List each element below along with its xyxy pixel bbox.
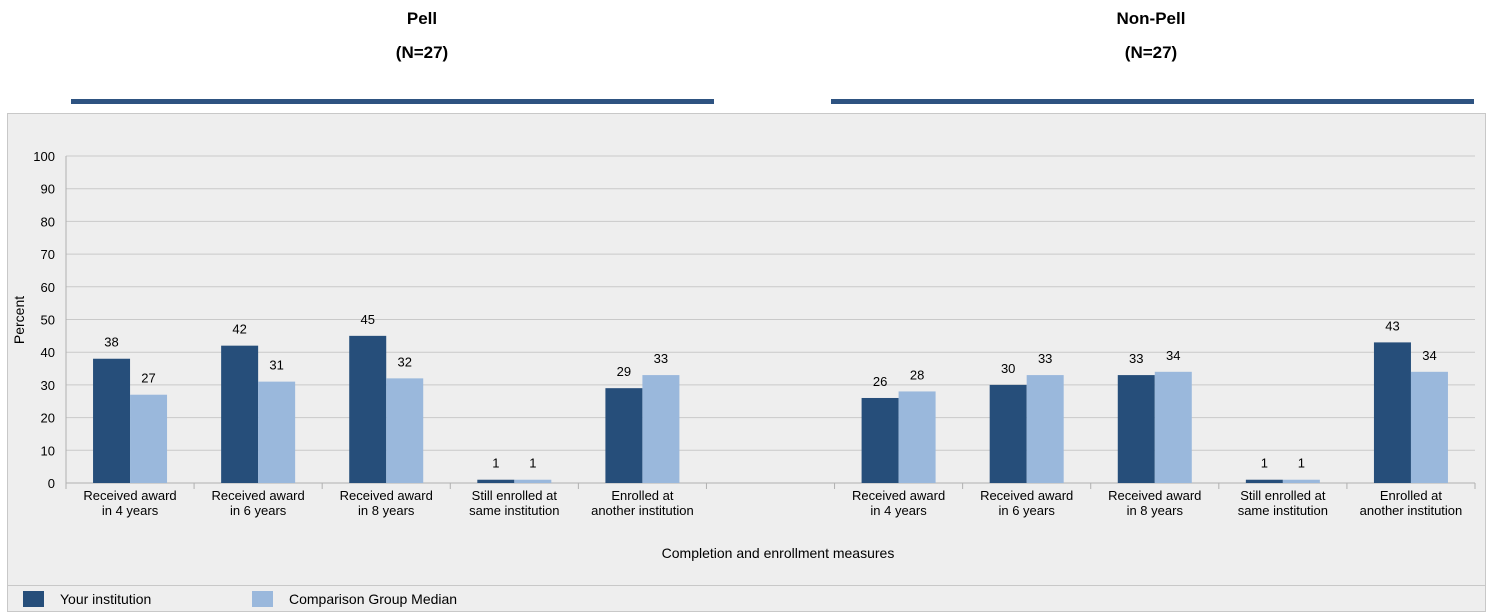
bar <box>642 375 680 483</box>
x-tick-label: Received award <box>340 488 433 503</box>
x-tick-label: Still enrolled at <box>472 488 558 503</box>
x-tick-label: Received award <box>212 488 305 503</box>
bar <box>1282 479 1320 483</box>
bar <box>1410 371 1448 483</box>
y-tick-label: 100 <box>33 149 55 164</box>
bar <box>221 345 259 483</box>
data-label: 1 <box>529 456 536 471</box>
data-label: 31 <box>269 358 283 373</box>
bar <box>258 381 296 483</box>
x-tick-label: Enrolled at <box>611 488 674 503</box>
data-label: 33 <box>1038 351 1052 366</box>
data-label: 33 <box>1129 351 1143 366</box>
bar <box>989 384 1027 483</box>
x-tick-label: in 4 years <box>102 503 159 518</box>
y-tick-label: 50 <box>41 313 55 328</box>
x-tick-label: in 6 years <box>230 503 287 518</box>
data-label: 27 <box>141 371 155 386</box>
bar <box>1245 479 1283 483</box>
x-tick-label: in 8 years <box>358 503 415 518</box>
y-tick-label: 40 <box>41 345 55 360</box>
comparison-swatch <box>252 591 273 607</box>
y-tick-label: 70 <box>41 247 55 262</box>
bar <box>349 335 387 483</box>
bar <box>898 391 936 483</box>
data-label: 43 <box>1385 318 1399 333</box>
x-tick-label: same institution <box>1238 503 1328 518</box>
non-pell-rule <box>831 99 1474 104</box>
x-tick-label: another institution <box>591 503 694 518</box>
x-tick-label: Received award <box>1108 488 1201 503</box>
legend <box>7 585 1486 612</box>
y-tick-label: 60 <box>41 280 55 295</box>
grid-lines <box>65 155 1476 489</box>
legend-label-comparison: Comparison Group Median <box>289 591 458 607</box>
bar <box>605 388 643 483</box>
data-label: 30 <box>1001 361 1015 376</box>
x-tick-label: in 4 years <box>870 503 927 518</box>
x-tick-label: another institution <box>1360 503 1463 518</box>
y-tick-label: 20 <box>41 411 55 426</box>
data-label: 34 <box>1166 348 1180 363</box>
bar <box>1026 375 1064 483</box>
non-pell-group-title: Non-Pell (N=27) <box>1001 2 1301 70</box>
y-tick-label: 10 <box>41 443 55 458</box>
bar <box>130 394 168 483</box>
legend-item-comparison: Comparison Group Median <box>252 589 457 609</box>
y-tick-label: 90 <box>41 182 55 197</box>
data-label: 1 <box>492 456 499 471</box>
legend-item-your-institution: Your institution <box>23 589 151 609</box>
bar <box>1154 371 1192 483</box>
legend-label-your-institution: Your institution <box>60 591 152 607</box>
non-pell-title-label: Non-Pell <box>1116 9 1186 28</box>
y-tick-label: 0 <box>48 476 55 491</box>
data-label: 32 <box>397 354 411 369</box>
bar <box>386 378 424 483</box>
x-tick-label: Still enrolled at <box>1240 488 1326 503</box>
x-tick-label: Enrolled at <box>1380 488 1443 503</box>
x-tick-label: in 6 years <box>998 503 1055 518</box>
data-label: 1 <box>1298 456 1305 471</box>
your-institution-swatch <box>23 591 44 607</box>
y-tick-labels: 0 10 20 30 40 50 60 70 80 90 100 <box>33 149 55 491</box>
bar <box>514 479 552 483</box>
y-tick-label: 30 <box>41 378 55 393</box>
y-axis-label: Percent <box>11 296 27 344</box>
x-tick-label: Received award <box>980 488 1073 503</box>
pell-rule <box>71 99 714 104</box>
pell-title-label: Pell <box>406 9 438 28</box>
x-tick-label: in 8 years <box>1127 503 1184 518</box>
data-label: 28 <box>910 367 924 382</box>
pell-n-label: (N=27) <box>395 43 449 62</box>
pell-group-title: Pell (N=27) <box>272 2 572 70</box>
bar <box>861 397 899 483</box>
bars <box>93 335 1448 483</box>
y-tick-label: 80 <box>41 214 55 229</box>
bar <box>477 479 515 483</box>
x-tick-label: Received award <box>852 488 945 503</box>
data-label: 26 <box>873 374 887 389</box>
x-tick-label: same institution <box>469 503 559 518</box>
x-axis-label: Completion and enrollment measures <box>662 545 895 561</box>
bar <box>1373 342 1411 483</box>
non-pell-n-label: (N=27) <box>1124 43 1178 62</box>
data-label: 34 <box>1422 348 1436 363</box>
bar <box>1117 375 1155 483</box>
bar <box>93 358 131 483</box>
data-label: 45 <box>360 312 374 327</box>
data-label: 33 <box>654 351 668 366</box>
data-label: 29 <box>617 364 631 379</box>
data-labels: 38 27 42 31 45 32 1 1 29 33 26 28 30 33 33 34 1 1 43 34 <box>104 312 1436 471</box>
data-label: 38 <box>104 335 118 350</box>
x-tick-label: Received award <box>83 488 176 503</box>
data-label: 1 <box>1261 456 1268 471</box>
data-label: 42 <box>232 322 246 337</box>
